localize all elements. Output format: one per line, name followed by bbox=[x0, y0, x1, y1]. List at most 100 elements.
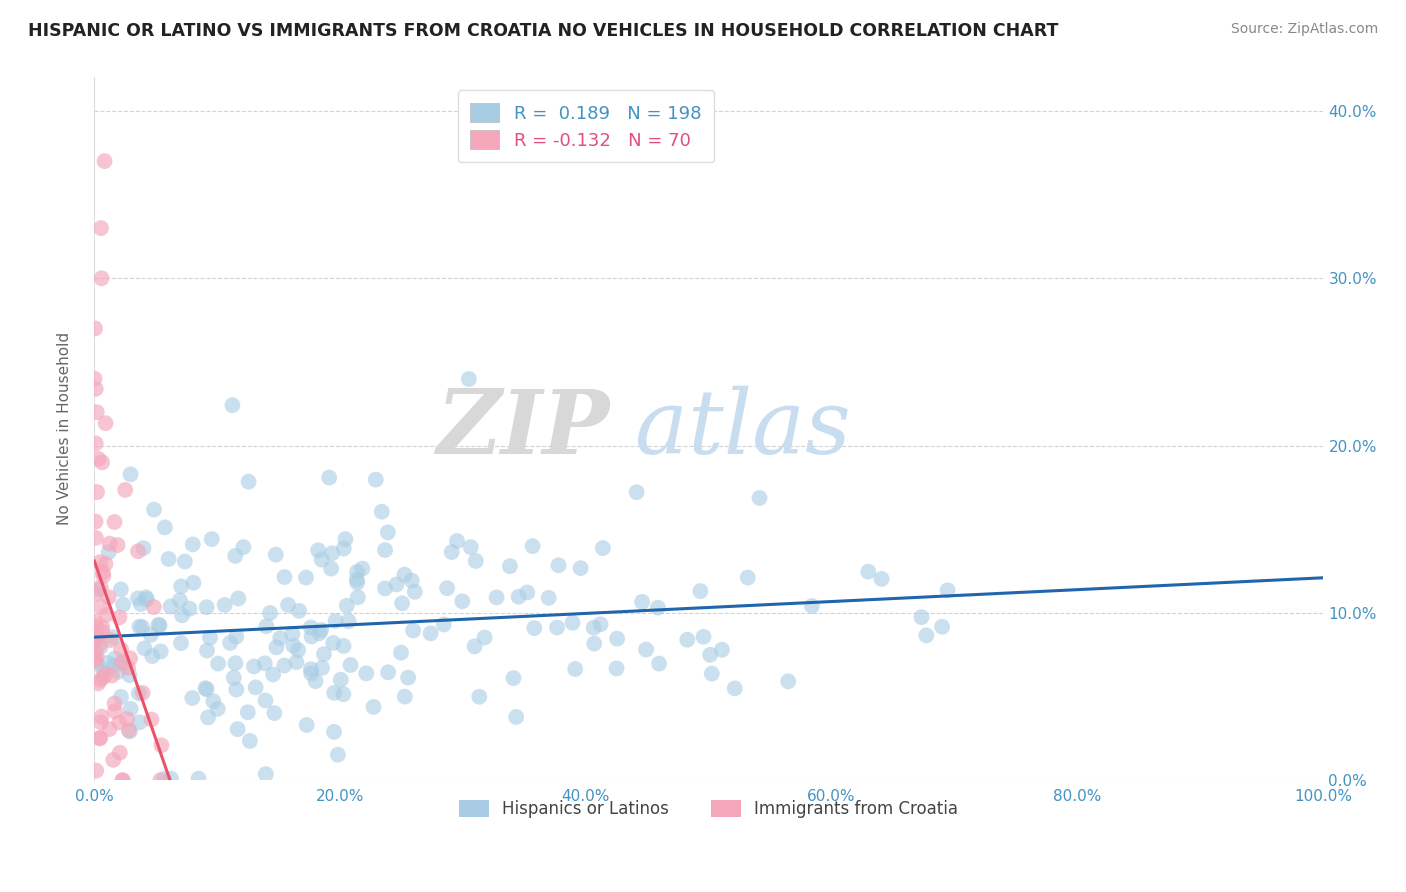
Point bbox=[592, 541, 614, 555]
Point bbox=[103, 658, 125, 673]
Point bbox=[692, 630, 714, 644]
Point bbox=[569, 561, 592, 575]
Point bbox=[269, 631, 291, 645]
Point bbox=[89, 673, 111, 687]
Point bbox=[870, 572, 893, 586]
Point bbox=[370, 505, 392, 519]
Point bbox=[207, 702, 229, 716]
Point bbox=[285, 655, 308, 669]
Point bbox=[505, 710, 527, 724]
Point bbox=[724, 681, 747, 696]
Y-axis label: No Vehicles in Household: No Vehicles in Household bbox=[58, 333, 72, 525]
Point bbox=[195, 682, 218, 697]
Point bbox=[699, 648, 721, 662]
Point bbox=[464, 554, 486, 568]
Point bbox=[236, 705, 259, 719]
Point bbox=[308, 626, 330, 640]
Point bbox=[606, 632, 628, 646]
Point bbox=[104, 651, 127, 665]
Point bbox=[332, 541, 354, 556]
Point bbox=[283, 639, 305, 653]
Point bbox=[337, 614, 360, 628]
Point bbox=[118, 723, 141, 738]
Point bbox=[187, 772, 209, 786]
Point bbox=[84, 436, 107, 450]
Point bbox=[83, 634, 105, 648]
Point bbox=[936, 583, 959, 598]
Point bbox=[91, 624, 114, 639]
Point bbox=[396, 671, 419, 685]
Point bbox=[142, 600, 165, 615]
Point bbox=[404, 584, 426, 599]
Point bbox=[631, 595, 654, 609]
Point bbox=[118, 724, 141, 739]
Point bbox=[114, 483, 136, 497]
Point bbox=[277, 598, 299, 612]
Point bbox=[101, 668, 124, 682]
Point bbox=[172, 608, 194, 623]
Point bbox=[232, 540, 254, 554]
Point bbox=[84, 531, 107, 545]
Point bbox=[332, 639, 354, 653]
Point bbox=[117, 661, 139, 675]
Point bbox=[374, 543, 396, 558]
Point bbox=[931, 620, 953, 634]
Point bbox=[377, 525, 399, 540]
Point bbox=[346, 573, 368, 587]
Point bbox=[281, 627, 304, 641]
Point bbox=[474, 631, 496, 645]
Point bbox=[336, 599, 359, 613]
Text: Source: ZipAtlas.com: Source: ZipAtlas.com bbox=[1230, 22, 1378, 37]
Point bbox=[94, 416, 117, 430]
Point bbox=[157, 552, 180, 566]
Point bbox=[346, 575, 368, 590]
Point bbox=[112, 598, 135, 612]
Point bbox=[115, 712, 138, 726]
Point bbox=[547, 558, 569, 573]
Point bbox=[288, 604, 311, 618]
Point bbox=[207, 657, 229, 671]
Point bbox=[311, 661, 333, 675]
Point bbox=[436, 581, 458, 595]
Point bbox=[195, 600, 218, 615]
Point bbox=[110, 690, 132, 704]
Point bbox=[299, 666, 322, 681]
Point bbox=[101, 630, 124, 644]
Point bbox=[131, 686, 153, 700]
Point bbox=[225, 630, 247, 644]
Point bbox=[170, 579, 193, 593]
Point bbox=[273, 570, 295, 584]
Point bbox=[301, 630, 323, 644]
Point bbox=[159, 599, 181, 614]
Point bbox=[141, 648, 163, 663]
Point bbox=[326, 747, 349, 762]
Point bbox=[311, 552, 333, 566]
Point bbox=[858, 565, 880, 579]
Point bbox=[108, 715, 131, 730]
Point bbox=[90, 581, 112, 595]
Legend: Hispanics or Latinos, Immigrants from Croatia: Hispanics or Latinos, Immigrants from Cr… bbox=[453, 793, 965, 825]
Point bbox=[295, 570, 318, 584]
Point bbox=[332, 687, 354, 701]
Point bbox=[589, 617, 612, 632]
Point bbox=[389, 646, 412, 660]
Point bbox=[287, 643, 309, 657]
Point bbox=[299, 620, 322, 634]
Point bbox=[197, 710, 219, 724]
Point bbox=[522, 539, 544, 553]
Point bbox=[91, 455, 114, 469]
Point bbox=[111, 773, 134, 788]
Point bbox=[262, 667, 284, 681]
Point bbox=[90, 640, 112, 654]
Point bbox=[84, 619, 107, 633]
Point bbox=[254, 767, 277, 781]
Point bbox=[89, 555, 111, 569]
Point bbox=[89, 731, 111, 746]
Point bbox=[86, 657, 108, 671]
Point bbox=[606, 661, 628, 675]
Point bbox=[160, 772, 183, 786]
Point bbox=[778, 674, 800, 689]
Point bbox=[299, 662, 322, 676]
Point bbox=[107, 538, 129, 552]
Point bbox=[84, 587, 107, 601]
